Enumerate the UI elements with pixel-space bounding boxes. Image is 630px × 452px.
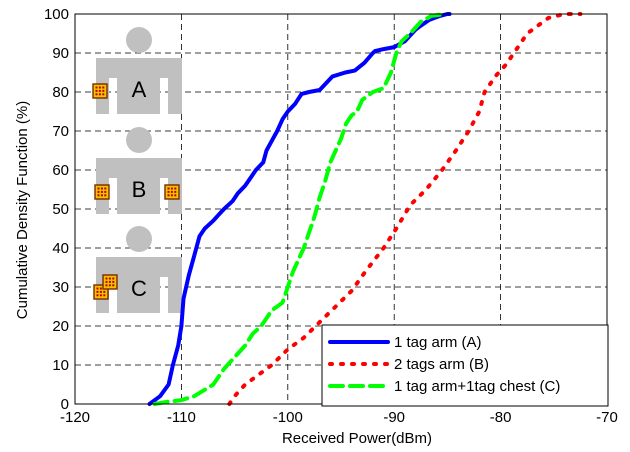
x-axis-label: Received Power(dBm) [282, 430, 432, 447]
figure-label: B [132, 177, 147, 202]
x-tick-label: -110 [167, 409, 196, 426]
y-tick-label: 20 [52, 318, 69, 335]
legend-box [321, 324, 609, 407]
x-tick-label: -80 [490, 409, 512, 426]
grid-lines [75, 14, 607, 404]
series-line-2-tags-arm-b [227, 12, 583, 406]
person-figure-b: B [94, 127, 182, 214]
series-line-1-tag-arm-1tag-chest-c [152, 12, 448, 406]
y-axis-label: Cumulative Density Function (%) [14, 101, 31, 319]
y-tick-label: 90 [52, 45, 69, 62]
y-tick-label: 50 [52, 201, 69, 218]
person-figure-c: C [93, 226, 182, 313]
y-tick-label: 100 [44, 6, 69, 23]
legend-label-1-tag-arm-1-tag-chest-c: 1 tag arm+1tag chest (C) [394, 378, 560, 395]
rfid-tag-icon [102, 274, 118, 290]
y-tick-label: 60 [52, 162, 69, 179]
rfid-tag-icon [94, 184, 110, 200]
x-tick-label: -70 [596, 409, 618, 426]
y-tick-label: 40 [52, 240, 69, 257]
y-tick-label: 30 [52, 279, 69, 296]
series-lines [147, 12, 583, 406]
x-tick-label: -90 [383, 409, 405, 426]
rfid-tag-icon [93, 284, 109, 300]
figure-label: A [132, 77, 147, 102]
y-tick-label: 0 [61, 396, 69, 413]
figure-label: C [131, 276, 147, 301]
x-tick-label: -120 [60, 409, 90, 426]
series-line-1-tag-arm-a [147, 12, 452, 406]
person-figure-a: A [92, 27, 182, 114]
rfid-tag-icon [92, 83, 108, 99]
y-tick-label: 80 [52, 84, 69, 101]
axis-ticks: -120 -110 -100 -90 -80 -70 0 10 20 30 40 50 60 70 80 90… [44, 6, 618, 426]
legend-label-1-tag-arm-a: 1 tag arm (A) [394, 334, 482, 351]
y-tick-label: 10 [52, 357, 69, 374]
y-tick-label: 70 [52, 123, 69, 140]
rfid-tag-icon [164, 184, 180, 200]
body-illustrations: A B C [92, 27, 182, 313]
legend: 1 tag arm (A) 2 tags arm (B) 1 tag arm+1… [321, 324, 609, 407]
legend-label-2-tags-arm-b: 2 tags arm (B) [394, 356, 489, 373]
x-tick-label: -100 [273, 409, 303, 426]
